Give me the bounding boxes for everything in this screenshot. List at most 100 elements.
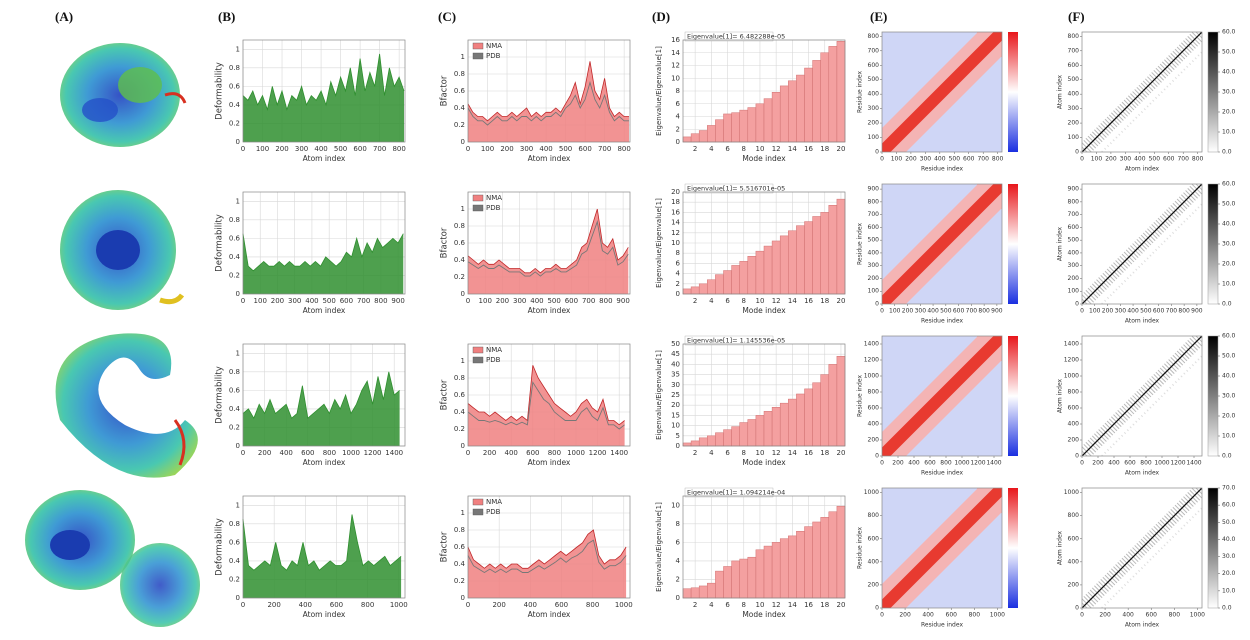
- y-tick-label: 0.6: [229, 386, 241, 394]
- x-tick-label: 200: [902, 308, 914, 315]
- y-tick-label: 1000: [1064, 489, 1079, 496]
- y-tick-label: 0.4: [229, 405, 241, 413]
- x-tick-label: 600: [555, 601, 568, 609]
- chart: 0.010.020.030.040.050.060.00100200300400…: [1057, 29, 1236, 173]
- bar: [788, 231, 796, 294]
- y-tick-label: 1400: [864, 341, 879, 348]
- x-tick-label: 0: [880, 308, 884, 315]
- y-tick-label: 16: [671, 208, 680, 216]
- colorbar: [1208, 336, 1218, 456]
- y-tick-label: 0: [875, 605, 879, 612]
- x-axis-label: Atom index: [303, 610, 346, 619]
- y-axis-label: Atom index: [1057, 530, 1064, 565]
- y-axis-label: Residue index: [857, 527, 864, 569]
- y-axis-label: Bfactor: [440, 75, 450, 106]
- x-tick-label: 0: [1080, 308, 1084, 315]
- y-tick-label: 10: [671, 239, 680, 247]
- bar: [805, 527, 813, 598]
- y-axis-label: Residue index: [857, 71, 864, 113]
- x-tick-label: 10: [755, 145, 764, 153]
- y-tick-label: 0.8: [229, 216, 240, 224]
- y-tick-label: 0: [461, 594, 465, 602]
- bar: [780, 86, 788, 142]
- y-tick-label: 0.4: [229, 253, 241, 261]
- x-tick-label: 300: [1120, 156, 1132, 163]
- y-tick-label: 25: [671, 391, 680, 399]
- y-tick-label: 0.8: [454, 374, 465, 382]
- x-tick-label: 200: [905, 156, 917, 163]
- x-tick-label: 14: [788, 145, 797, 153]
- y-tick-label: 1: [236, 45, 240, 53]
- x-tick-label: 800: [374, 297, 387, 305]
- y-tick-label: 1: [461, 53, 465, 61]
- bar: [691, 441, 699, 446]
- y-tick-label: 10: [671, 422, 680, 430]
- x-tick-label: 0: [241, 145, 245, 153]
- x-tick-label: 1400: [610, 449, 628, 457]
- protein-4: [25, 490, 200, 627]
- x-tick-label: 400: [934, 156, 946, 163]
- chart: 00.20.40.60.8101002003004005006007008009…: [440, 192, 631, 315]
- bar: [699, 284, 707, 294]
- y-tick-label: 2: [676, 575, 680, 583]
- colorbar-tick-label: 20.0: [1222, 261, 1236, 268]
- x-tick-label: 100: [481, 145, 494, 153]
- y-tick-label: 0.6: [454, 239, 466, 247]
- x-tick-label: 0: [241, 449, 245, 457]
- x-tick-label: 400: [530, 297, 543, 305]
- bar: [699, 586, 707, 598]
- y-tick-label: 1: [461, 357, 465, 365]
- x-tick-label: 1000: [1190, 612, 1205, 619]
- x-tick-label: 8: [742, 145, 746, 153]
- bar: [805, 68, 813, 142]
- y-tick-label: 600: [1068, 224, 1080, 231]
- bar: [788, 81, 796, 142]
- y-axis-label: Bfactor: [440, 531, 450, 562]
- y-tick-label: 800: [868, 198, 880, 205]
- y-tick-label: 200: [868, 437, 880, 444]
- y-tick-label: 700: [1068, 47, 1080, 54]
- x-tick-label: 0: [241, 601, 245, 609]
- y-tick-label: 400: [1068, 421, 1080, 428]
- x-tick-label: 400: [1108, 460, 1120, 467]
- y-tick-label: 0.4: [229, 101, 241, 109]
- y-tick-label: 600: [1068, 535, 1080, 542]
- x-tick-label: 800: [1140, 460, 1152, 467]
- legend-swatch: [473, 205, 483, 211]
- bar: [748, 557, 756, 598]
- bar: [740, 559, 748, 598]
- bar: [788, 536, 796, 598]
- panel-label: (A): [55, 9, 73, 24]
- legend-label: NMA: [486, 498, 502, 506]
- y-tick-label: 1400: [1064, 341, 1079, 348]
- x-tick-label: 600: [353, 145, 366, 153]
- x-tick-label: 600: [963, 156, 975, 163]
- y-tick-label: 0: [236, 442, 240, 450]
- legend-swatch: [473, 499, 483, 505]
- bar: [691, 134, 699, 142]
- x-tick-label: 600: [924, 460, 936, 467]
- y-tick-label: 800: [1068, 33, 1080, 40]
- colorbar-tick-label: 60.0: [1222, 502, 1236, 509]
- y-tick-label: 100: [1068, 134, 1080, 141]
- bar: [813, 216, 821, 294]
- y-tick-label: 600: [868, 405, 880, 412]
- bar: [805, 222, 813, 294]
- bar: [837, 41, 845, 142]
- bar: [796, 394, 804, 446]
- colorbar-tick-label: 50.0: [1222, 519, 1236, 526]
- y-tick-label: 1000: [864, 373, 879, 380]
- x-tick-label: 500: [949, 156, 961, 163]
- chart: 0.010.020.030.040.050.060.00200400600800…: [1057, 333, 1236, 477]
- annotation: Eigenvalue[1]= 6.482288e-05: [687, 33, 785, 41]
- y-tick-label: 0: [461, 442, 465, 450]
- protein-1: [60, 43, 185, 147]
- bar: [813, 60, 821, 142]
- legend-swatch: [473, 357, 483, 363]
- y-tick-label: 14: [671, 49, 680, 57]
- x-tick-label: 700: [1166, 308, 1178, 315]
- x-axis-label: Mode index: [742, 306, 786, 315]
- legend-label: PDB: [486, 52, 501, 60]
- x-tick-label: 400: [314, 145, 327, 153]
- x-tick-label: 14: [788, 601, 797, 609]
